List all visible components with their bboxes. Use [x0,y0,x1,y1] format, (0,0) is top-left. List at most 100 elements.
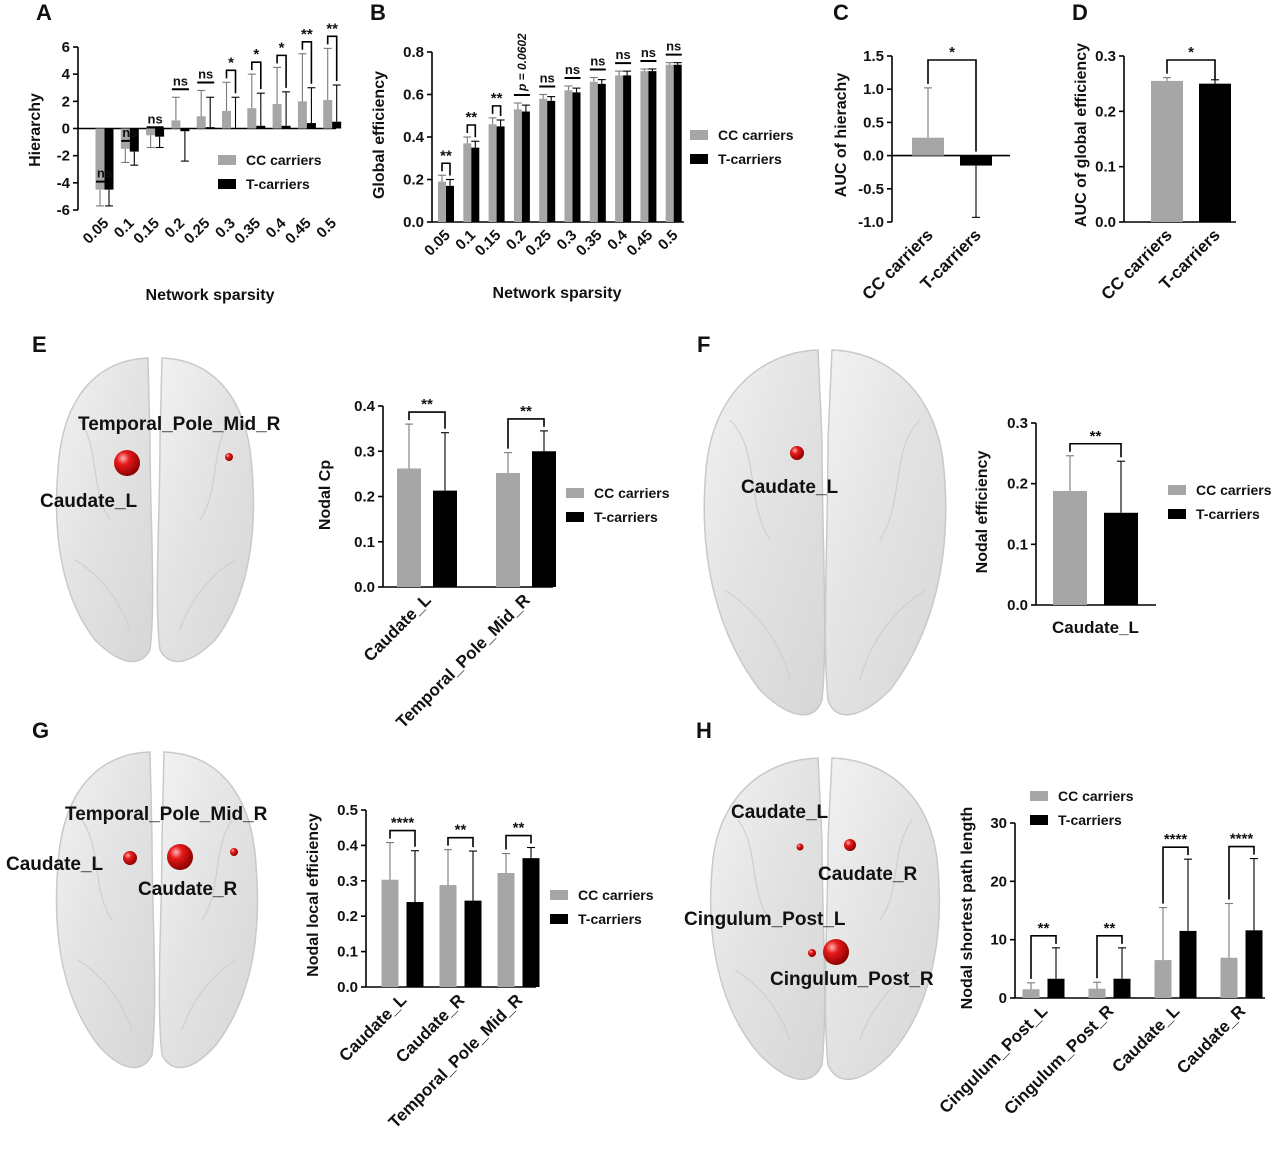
significance-label: ns [148,111,163,126]
brain-label: Cingulum_Post_L [684,909,846,930]
brain-label: Cingulum_Post_R [770,969,934,990]
x-tick-label: 0.5 [313,215,340,242]
left-hemisphere [703,349,826,716]
y-axis-label: Nodal shortest path length [959,807,976,1010]
x-tick-label: Caudate_L [1052,618,1139,637]
bar-t [406,902,424,987]
panel-label: A [36,0,52,25]
significance-label: * [949,44,955,61]
y-tick-label: 0.4 [337,837,359,854]
brain-label: Caudate_L [6,854,104,875]
bar-cc [439,885,457,987]
significance-bracket [276,54,287,88]
x-tick-label: 0.45 [282,215,315,248]
bar-cc [589,81,598,222]
node-caudate-l [796,843,804,851]
legend-label-cc: CC carriers [594,485,670,501]
bar-t [1245,930,1263,998]
significance-bracket [408,411,446,429]
bar-t [231,128,240,129]
bar-t [155,128,165,137]
y-tick-label: 0.0 [1007,597,1028,614]
bar-t [623,75,632,222]
brain-panel-g: Temporal_Pole_Mid_R Caudate_L Caudate_R [6,751,268,1069]
legend-swatch-cc [690,130,708,140]
y-tick-label: 0.0 [863,148,884,165]
y-axis-label: Nodal Cp [317,460,334,530]
x-tick-label: 0.05 [421,227,454,260]
significance-label: **** [391,815,415,832]
sulci [724,419,926,681]
chart-d: D 0.0 0.1 0.2 0.3 AUC of global efficiency CC … [1072,0,1236,304]
bar-cc [196,116,206,129]
bar-t [532,451,556,587]
sulci [74,419,236,631]
brain-label: Caudate_L [40,491,138,512]
left-hemisphere [55,751,156,1069]
significance-label: ** [421,396,433,413]
y-tick-label: 1.5 [863,48,884,65]
y-tick-label: 10 [990,932,1007,949]
significance-label: ** [455,822,467,839]
bar-cc [95,128,105,190]
bar-cc [1088,988,1106,998]
x-axis-label: Network sparsity [493,285,622,302]
legend-swatch-cc [566,488,584,498]
significance-bracket [326,35,338,82]
significance-label: ** [1090,428,1102,445]
node-cingulum-post-r [823,939,849,965]
y-tick-label: 4 [62,66,71,83]
bar-cc [463,143,472,222]
y-tick-label: 0.0 [1095,214,1116,231]
significance-label: * [253,46,259,63]
bar-t [572,92,581,222]
significance-bracket [491,105,502,116]
legend-swatch-t [550,914,568,924]
legend-label-cc: CC carriers [718,127,794,143]
y-tick-label: 0.2 [354,489,375,506]
legend-label-t: T-carriers [594,509,658,525]
x-tick-label: 0.35 [231,215,264,248]
y-tick-label: 0.1 [1095,159,1116,176]
bar-t [547,100,556,222]
y-tick-label: 0.3 [354,443,375,460]
x-axis-label: Network sparsity [146,287,275,304]
x-tick-label: Caudate_L [1108,1001,1183,1076]
panel-label: D [1072,0,1088,25]
legend-swatch-t [1168,509,1186,519]
bar-t [522,858,540,987]
y-axis-label: AUC of hierachy [833,73,850,198]
significance-bracket [1228,845,1255,900]
panel-label: E [32,332,47,357]
y-tick-label: 0.2 [1095,103,1116,120]
legend-label-cc: CC carriers [1196,482,1272,498]
legend-label-t: T-carriers [578,911,642,927]
brain-label: Temporal_Pole_Mid_R [65,804,268,825]
right-hemisphere [158,751,259,1069]
bar-t [281,125,291,129]
bar-cc [513,109,522,222]
y-tick-label: -2 [57,148,70,165]
significance-label: ** [491,90,503,107]
legend-label-cc: CC carriers [1058,788,1134,804]
significance-bracket [507,418,545,449]
chart-b: B 0.0 0.2 0.4 0.6 0.8 Global efficiency Network… [370,0,794,302]
y-tick-label: 0.3 [1095,48,1116,65]
x-tick-label: 0.15 [472,227,505,260]
bar-cc [381,879,399,987]
bar-t [464,900,482,987]
y-tick-label: 0.4 [403,129,425,146]
bar-cc [1220,957,1238,998]
bar-t [180,128,190,132]
node-caudate-r [844,839,856,851]
x-tick-label: Cingulum_Post_R [1000,1001,1117,1118]
significance-label: ns [666,39,681,54]
significance-label: * [279,39,285,56]
significance-bracket [447,836,474,848]
bar-cc [438,181,446,222]
significance-label: ** [326,20,338,37]
significance-bracket [1162,846,1189,904]
significance-label: ns [565,62,580,77]
significance-label: p = 0.0602 [515,33,529,92]
